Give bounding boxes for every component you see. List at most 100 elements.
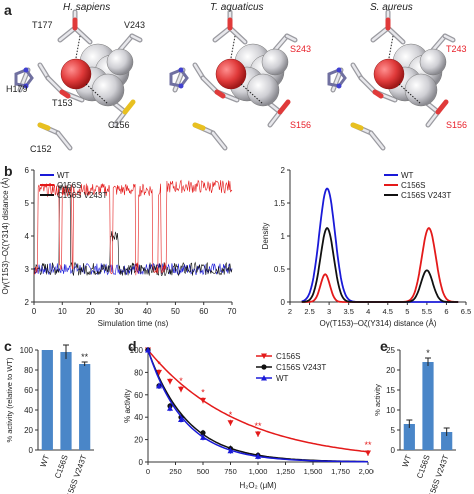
oxygen-sphere bbox=[60, 58, 92, 90]
significance-mark: * bbox=[229, 410, 233, 420]
y-axis-label: Density bbox=[261, 223, 270, 250]
structure-panel bbox=[14, 9, 456, 151]
x-tick-label: 70 bbox=[228, 307, 237, 316]
residue-156-tip bbox=[122, 99, 136, 115]
panel-label-e: e bbox=[380, 338, 388, 354]
data-point bbox=[156, 369, 162, 376]
bar-c156s-v243t bbox=[79, 364, 91, 450]
y-tick-label: 4 bbox=[25, 232, 30, 241]
y-tick-label: 100 bbox=[130, 346, 144, 355]
significance-mark: ** bbox=[364, 440, 372, 450]
residue-label-t177: T177 bbox=[32, 20, 53, 30]
atom-sphere bbox=[404, 73, 438, 107]
residue-label-v243: V243 bbox=[124, 20, 146, 30]
sulfur-tip bbox=[350, 122, 364, 131]
y-tick-label: 2 bbox=[281, 166, 286, 175]
x-tick-label: 60 bbox=[199, 307, 208, 316]
y-tick-label: 40 bbox=[134, 413, 143, 422]
structure-3 bbox=[327, 9, 456, 151]
significance-mark: * bbox=[426, 348, 430, 358]
bond-stick-highlight bbox=[38, 63, 50, 80]
x-tick-label: 6.5 bbox=[461, 307, 471, 316]
data-point bbox=[200, 434, 206, 440]
data-point bbox=[200, 397, 206, 404]
significance-mark: ** bbox=[254, 421, 262, 431]
y-tick-label: 3 bbox=[25, 265, 30, 274]
residue-label-s156-s-aureus: S156 bbox=[446, 120, 468, 130]
x-tick-label: 40 bbox=[143, 307, 152, 316]
legend-label: C156S V243T bbox=[401, 191, 451, 200]
significance-mark: * bbox=[157, 359, 161, 369]
data-point bbox=[167, 378, 173, 385]
residue-156-tip bbox=[277, 99, 291, 115]
category-label: WT bbox=[401, 453, 414, 468]
y-axis-label: % activity bbox=[124, 389, 132, 423]
bond-stick-highlight bbox=[228, 26, 247, 44]
residue-label-s156-t-aquaticus: S156 bbox=[290, 120, 312, 130]
x-tick-label: 5 bbox=[405, 307, 409, 316]
y-tick-label: 80 bbox=[24, 366, 33, 375]
oxygen-tip bbox=[372, 89, 384, 99]
legend-label: C156S bbox=[401, 181, 425, 190]
hbond-line bbox=[398, 83, 422, 105]
category-label: WT bbox=[39, 453, 52, 468]
hbond-line bbox=[240, 83, 264, 105]
bond-stick-highlight bbox=[426, 110, 440, 127]
y-tick-label: 2 bbox=[25, 298, 30, 307]
species-title-s-aureus: S. aureus bbox=[370, 2, 413, 13]
legend-label: WT bbox=[276, 374, 289, 383]
hbond-line bbox=[75, 35, 81, 59]
legend-label: C156S V243T bbox=[276, 363, 326, 372]
bond-stick-highlight bbox=[386, 26, 405, 44]
data-point bbox=[255, 453, 261, 459]
x-tick-label: 1,500 bbox=[304, 467, 323, 476]
legend-label: WT bbox=[57, 171, 70, 180]
data-point bbox=[156, 382, 162, 389]
legend-label: C156S bbox=[57, 181, 81, 190]
data-point bbox=[178, 386, 184, 393]
nitrogen-atom bbox=[336, 67, 342, 73]
nitrogen-atom bbox=[23, 67, 29, 73]
series-line-c156s bbox=[33, 179, 233, 276]
bond-stick-highlight bbox=[193, 63, 205, 80]
x-tick-label: 2.5 bbox=[304, 307, 314, 316]
legend-label: C156S V243T bbox=[57, 191, 107, 200]
x-tick-label: 5.5 bbox=[422, 307, 432, 316]
bond-stick-highlight bbox=[273, 34, 289, 52]
hbond-line bbox=[388, 35, 394, 59]
y-tick-label: 0 bbox=[139, 458, 144, 467]
bar-c156s bbox=[60, 352, 72, 450]
y-tick-label: 0 bbox=[29, 446, 34, 455]
chart-d: 0 20 40 60 80 100 % activity H₂O₂ (μM) 0 250 500 75… bbox=[124, 346, 374, 490]
x-tick-label: 50 bbox=[171, 307, 180, 316]
x-tick-label: 500 bbox=[197, 467, 210, 476]
x-axis-label: H₂O₂ (μM) bbox=[239, 481, 276, 490]
y-tick-label: 6 bbox=[25, 166, 30, 175]
oxygen-sphere bbox=[215, 58, 247, 90]
x-tick-label: 4.5 bbox=[383, 307, 393, 316]
bond-stick-highlight bbox=[201, 76, 219, 94]
y-tick-label: 20 bbox=[24, 426, 33, 435]
bond-stick-highlight bbox=[213, 26, 232, 42]
bond-stick-highlight bbox=[359, 76, 377, 94]
x-axis-label: Oγ(T153)–Oζ(Y314) distance (Å) bbox=[320, 319, 437, 328]
category-label: C156S bbox=[53, 454, 70, 480]
bond-stick-highlight bbox=[58, 26, 77, 42]
sulfur-tip bbox=[192, 122, 206, 131]
y-tick-label: 20 bbox=[134, 436, 143, 445]
data-point bbox=[200, 430, 206, 436]
x-tick-label: 1,000 bbox=[249, 467, 268, 476]
y-tick-label: 5 bbox=[25, 199, 30, 208]
legend-marker bbox=[261, 375, 267, 381]
residue-156-tip bbox=[435, 99, 449, 115]
hbond-line bbox=[230, 35, 236, 59]
x-axis-label: Simulation time (ns) bbox=[98, 319, 169, 328]
x-tick-label: 6 bbox=[444, 307, 448, 316]
data-point bbox=[227, 420, 234, 426]
x-tick-label: 4 bbox=[366, 307, 370, 316]
residue-label-c152: C152 bbox=[30, 144, 52, 154]
legend-marker bbox=[261, 364, 267, 370]
fit-curve-c156s bbox=[147, 349, 369, 453]
atom-sphere bbox=[91, 73, 125, 107]
panel-label-b: b bbox=[4, 163, 13, 179]
